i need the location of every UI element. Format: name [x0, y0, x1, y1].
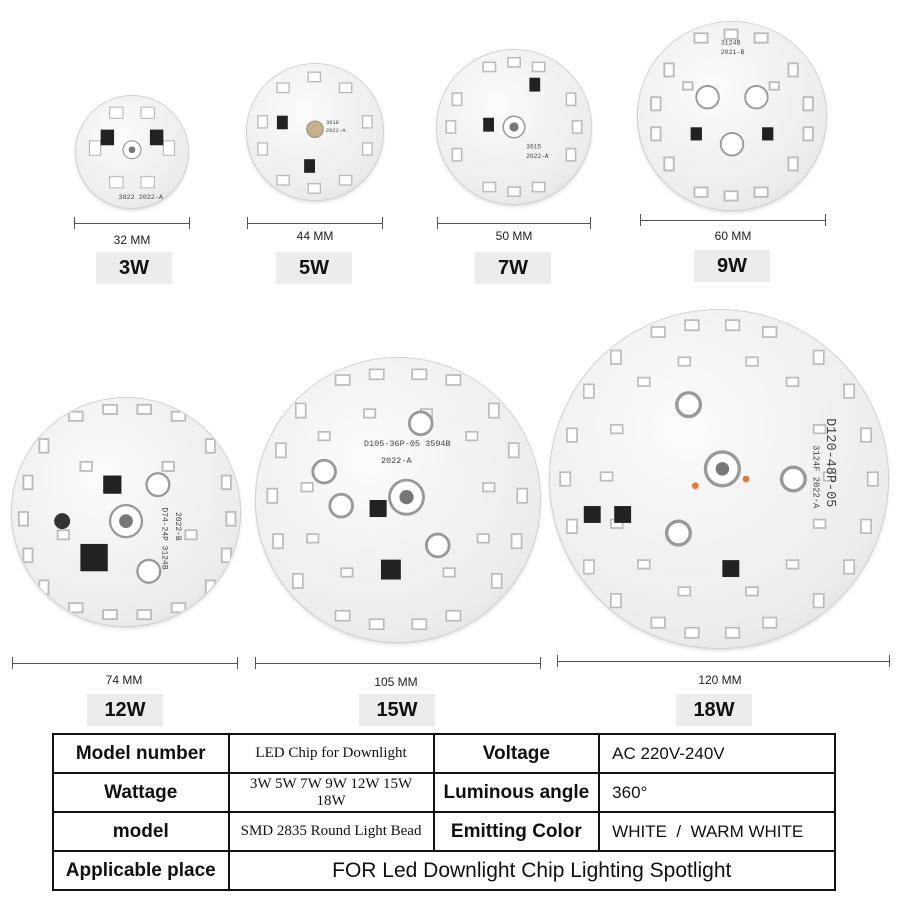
led-board-15w-art: D105-36P-05 3594B 2022-A — [266, 368, 529, 631]
spec-label: Voltage — [432, 733, 601, 774]
wattage-badge-18w: 18W — [676, 694, 752, 726]
spec-value: LED Chip for Downlight — [227, 733, 435, 774]
led-board-5w-art: 3618 2022-A — [257, 71, 373, 194]
led-board-9w: 3124B 2021-B — [638, 22, 826, 210]
pcb-date: 2022-A — [326, 127, 346, 134]
led-board-18w-art: D120-48P-05 3124F 2022-A — [559, 319, 879, 639]
spec-label: Applicable place — [52, 850, 230, 891]
size-label-12w: 74 MM — [105, 673, 143, 687]
wattage-badge-12w: 12W — [87, 694, 163, 726]
size-label-5w: 44 MM — [296, 229, 334, 243]
size-label-3w: 32 MM — [113, 233, 151, 247]
dimension-line-12w — [12, 657, 238, 669]
spec-label: Model number — [52, 733, 230, 774]
size-label-15w: 105 MM — [374, 675, 418, 689]
led-board-12w: D74-24P 3124B 2022-B — [12, 398, 240, 626]
pcb-date: 2022-A — [526, 153, 548, 160]
dimension-line-15w — [255, 657, 541, 669]
pcb-code: D120-48P-05 — [822, 418, 837, 507]
spec-value: FOR Led Downlight Chip Lighting Spotligh… — [227, 850, 837, 891]
led-board-3w-art: 3822 2022-A — [88, 106, 176, 202]
spec-label: Luminous angle — [432, 772, 601, 813]
led-board-9w-art: 3124B 2021-B — [650, 28, 814, 202]
spec-row-wattage: Wattage 3W 5W 7W 9W 12W 15W 18W Luminous… — [52, 772, 836, 813]
spec-value: 360° — [598, 772, 836, 813]
dimension-line-3w — [74, 217, 190, 229]
spec-value: SMD 2835 Round Light Bead — [227, 811, 435, 852]
wattage-badge-7w: 7W — [475, 252, 551, 284]
pcb-date: 2022-A — [381, 456, 413, 466]
spec-table: Model number LED Chip for Downlight Volt… — [52, 733, 837, 891]
pcb-code: D105-36P-05 3594B — [364, 439, 451, 449]
dimension-line-5w — [247, 217, 383, 229]
led-board-15w: D105-36P-05 3594B 2022-A — [256, 358, 540, 642]
pcb-date: 2021-B — [721, 49, 745, 56]
led-board-5w: 3618 2022-A — [247, 64, 383, 200]
spec-value: WHITE / WARM WHITE — [598, 811, 836, 852]
pcb-code: D74-24P 3124B — [159, 507, 168, 569]
wattage-badge-3w: 3W — [96, 252, 172, 284]
size-label-9w: 60 MM — [714, 229, 752, 243]
spec-row-model: Model number LED Chip for Downlight Volt… — [52, 733, 836, 774]
pcb-date: 2022-B — [173, 512, 182, 541]
size-label-7w: 50 MM — [495, 229, 533, 243]
pcb-label: 3822 2022-A — [119, 194, 164, 202]
spec-value: AC 220V-240V — [598, 733, 836, 774]
wattage-badge-5w: 5W — [276, 252, 352, 284]
dimension-line-7w — [437, 217, 591, 229]
led-board-18w: D120-48P-05 3124F 2022-A — [550, 310, 888, 648]
wattage-badge-15w: 15W — [359, 694, 435, 726]
dimension-line-9w — [640, 214, 826, 226]
spec-row-application: Applicable place FOR Led Downlight Chip … — [52, 850, 837, 891]
led-board-3w: 3822 2022-A — [76, 96, 188, 208]
wattage-badge-9w: 9W — [694, 250, 770, 282]
pcb-date: 3124F 2022-A — [811, 445, 821, 509]
spec-label: Emitting Color — [432, 811, 601, 852]
spec-label: Wattage — [52, 772, 230, 813]
led-board-7w-art: 3615 2022-A — [445, 56, 583, 198]
spec-value: 3W 5W 7W 9W 12W 15W 18W — [227, 772, 435, 813]
pcb-code: 3618 — [326, 119, 339, 126]
pcb-code: 3615 — [526, 144, 541, 151]
pcb-code: 3124B — [721, 40, 741, 47]
led-board-12w-art: D74-24P 3124B 2022-B — [17, 403, 237, 621]
led-board-7w: 3615 2022-A — [437, 50, 591, 204]
spec-row-type: model SMD 2835 Round Light Bead Emitting… — [52, 811, 836, 852]
spec-label: model — [52, 811, 230, 852]
size-label-18w: 120 MM — [698, 673, 742, 687]
dimension-line-18w — [557, 655, 890, 667]
